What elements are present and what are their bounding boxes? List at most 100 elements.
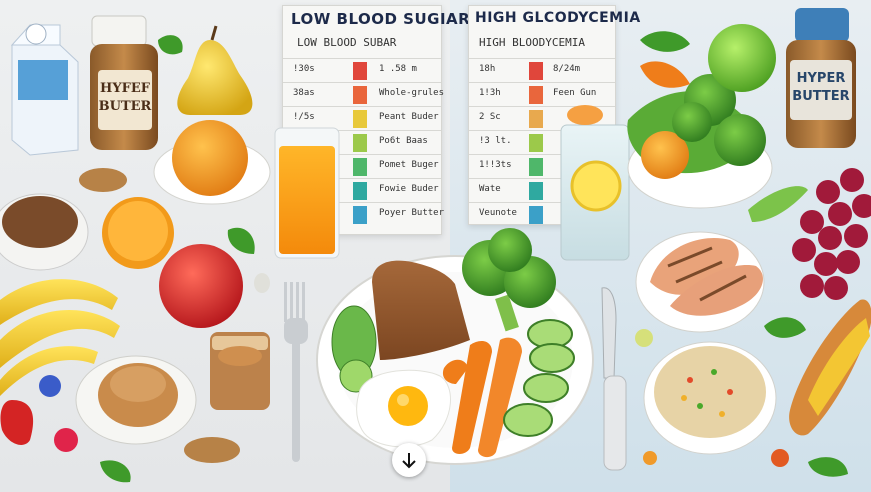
peanut-2 — [184, 437, 240, 463]
raspberry — [54, 428, 78, 452]
row-label: !30s — [293, 64, 315, 74]
whole-grain-toast — [372, 260, 470, 360]
glycemic-color-bar — [353, 110, 367, 128]
almond-bowl — [0, 193, 89, 271]
leaf-decor-3 — [100, 460, 131, 483]
green-apple — [708, 24, 776, 92]
leaf-decor-2 — [227, 227, 255, 254]
chart-row: Pomet Buger — [283, 154, 441, 179]
glycemic-color-bar — [529, 206, 543, 224]
peanut-1 — [79, 168, 127, 192]
knife — [601, 287, 627, 471]
salad-plate — [627, 61, 773, 209]
pear — [177, 25, 253, 115]
fork — [284, 282, 308, 462]
row-label: 18h — [479, 64, 496, 74]
chart-row: 38as Whole-grules — [283, 82, 445, 107]
chart-row: !/5s Peant Buder — [283, 106, 441, 131]
pea-pod — [748, 186, 808, 222]
chart-row: 1!!3ts — [469, 154, 615, 179]
glycemic-color-bar — [353, 134, 367, 152]
strawberry — [0, 400, 34, 445]
row-label: 38as — [293, 88, 315, 98]
row-food: Po6t Baas — [379, 136, 428, 146]
small-peanut-butter-jar — [210, 332, 270, 410]
row-food: Fowie Buder — [379, 184, 439, 194]
right-chart-title: HIGH GLCODYCEMIA — [475, 10, 641, 26]
leaf-decor-5 — [764, 317, 806, 338]
row-label: Wate — [479, 184, 501, 194]
orange-juice-glass — [274, 127, 340, 259]
chart-row: Veunote — [469, 202, 615, 227]
leaf-decor-1 — [158, 35, 183, 55]
glycemic-color-bar — [353, 158, 367, 176]
row-food: Pomet Buger — [379, 160, 439, 170]
peanut-butter-dish — [75, 355, 197, 445]
glycemic-color-bar — [529, 110, 543, 128]
row-food: Poyer Butter — [379, 208, 445, 218]
row-label: !3 lt. — [479, 136, 512, 146]
carrot-sticks — [442, 337, 522, 458]
fried-egg — [356, 369, 451, 448]
chart-row: 18h 8/24m — [469, 58, 615, 83]
main-plate — [316, 228, 594, 465]
left-peanut-butter-jar: HYFEF BUTER — [90, 15, 158, 150]
glycemic-color-bar — [353, 206, 367, 224]
row-food: 1 .58 m — [379, 64, 417, 74]
row-food: Feen Gun — [553, 88, 597, 98]
left-chart-title: LOW BLOOD SUGIAR — [291, 10, 471, 28]
tomato-bit — [771, 449, 789, 467]
cucumber-slices-right — [503, 319, 575, 437]
red-grapes — [792, 168, 871, 300]
pea — [635, 329, 653, 347]
water-glass-lemon — [560, 124, 630, 261]
chart-row: Fowie Buder — [283, 178, 441, 203]
blueberry — [39, 375, 61, 397]
grilled-fish-plate — [635, 231, 765, 333]
glycemic-color-bar — [353, 182, 367, 200]
chart-row: !3 lt. — [469, 130, 615, 155]
left-jar-label-line1: HYFEF — [100, 81, 151, 96]
glycemic-color-bar — [353, 86, 367, 104]
glycemic-color-bar — [529, 62, 543, 80]
chart-row: Poyer Butter — [283, 202, 445, 227]
right-chart-subtitle: HIGH BLOODYCEMIA — [479, 36, 585, 49]
chart-row: Wate — [469, 178, 615, 203]
quinoa-bowl — [643, 341, 777, 455]
bananas — [0, 279, 120, 396]
glycemic-color-bar — [353, 62, 367, 80]
chart-row: 1!3h Feen Gun — [469, 82, 615, 107]
broccoli-plate — [462, 228, 556, 332]
arrow-down-icon — [402, 453, 416, 469]
row-label: 2 Sc — [479, 112, 501, 122]
left-jar-label-line2: BUTER — [99, 99, 152, 114]
left-chart-subtitle: LOW BLOOD SUBAR — [297, 36, 397, 49]
row-food: 8/24m — [553, 64, 581, 74]
glycemic-color-bar — [529, 86, 543, 104]
whole-orange — [172, 120, 248, 196]
leaf-decor-4 — [640, 31, 690, 52]
row-label: 1!!3ts — [479, 160, 512, 170]
right-jar-label-line2: BUTTER — [792, 89, 849, 104]
scroll-down-button[interactable] — [392, 443, 426, 477]
right-glycemic-chart: HIGH GLCODYCEMIA HIGH BLOODYCEMIA 18h 8/2… — [468, 5, 640, 227]
carrot-bit — [643, 451, 657, 465]
right-jar-label-line1: HYPER — [797, 71, 846, 86]
milk-carton — [10, 23, 79, 156]
row-food: Peant Buder — [379, 112, 439, 122]
corn-in-bun — [789, 299, 871, 436]
row-label: !/5s — [293, 112, 315, 122]
peach-bit — [567, 105, 603, 125]
glycemic-color-bar — [529, 134, 543, 152]
row-food: Whole-grules — [379, 88, 445, 98]
row-label: 1!3h — [479, 88, 501, 98]
leaf-decor-6 — [808, 457, 848, 477]
left-glycemic-chart: LOW BLOOD SUGIAR LOW BLOOD SUBAR !30s 1 .… — [282, 5, 470, 235]
glycemic-color-bar — [529, 182, 543, 200]
orange-half — [102, 197, 174, 269]
chart-row: !30s 1 .58 m — [283, 58, 441, 83]
garlic-clove — [254, 273, 270, 293]
glycemic-color-bar — [529, 158, 543, 176]
